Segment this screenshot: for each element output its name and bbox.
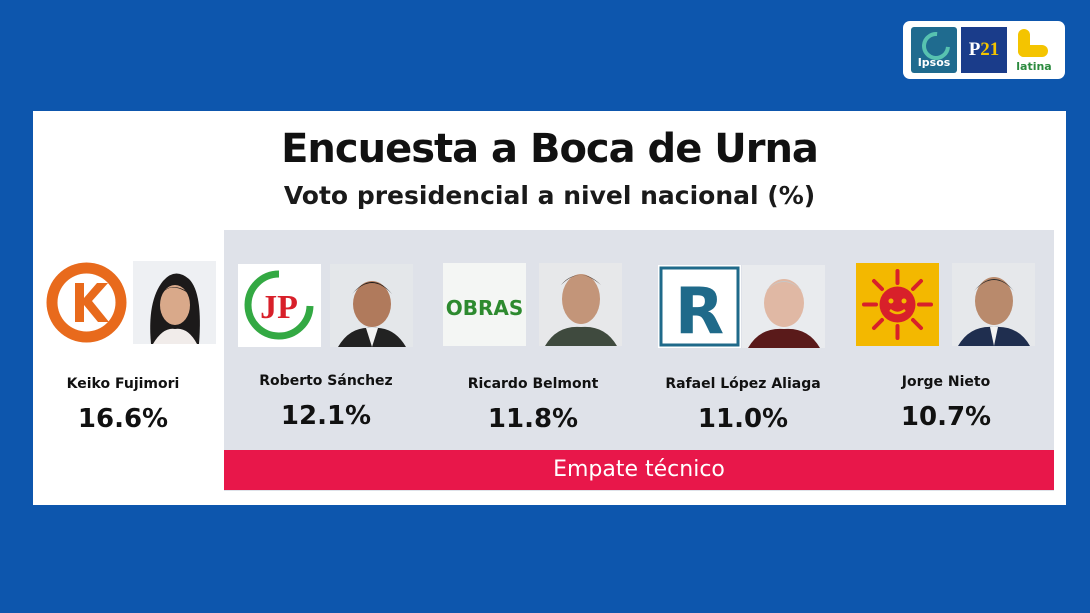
r-logo-text: R bbox=[675, 275, 724, 348]
candidate-percent: 11.0% bbox=[697, 404, 789, 434]
candidate-photo bbox=[330, 264, 413, 347]
candidate-percent: 16.6% bbox=[77, 404, 169, 434]
candidate-photo bbox=[952, 263, 1035, 346]
technical-tie-banner: Empate técnico bbox=[224, 450, 1054, 490]
candidate-name: Jorge Nieto bbox=[901, 374, 991, 390]
sponsor-logos: Ipsos P 21 latina bbox=[903, 21, 1065, 79]
r-logo-icon: R bbox=[658, 265, 741, 348]
candidate-name: Roberto Sánchez bbox=[259, 373, 393, 389]
latina-logo-label: latina bbox=[1016, 60, 1052, 73]
ipsos-logo: Ipsos bbox=[911, 27, 957, 73]
candidate-percent: 10.7% bbox=[900, 402, 992, 432]
candidate-percent: 12.1% bbox=[280, 401, 372, 431]
k-orange-circle-icon bbox=[45, 261, 128, 344]
page-subtitle: Voto presidencial a nivel nacional (%) bbox=[283, 181, 816, 210]
candidate-name: Keiko Fujimori bbox=[66, 376, 180, 392]
candidate-percent: 11.8% bbox=[487, 404, 579, 434]
results-panel: Encuesta a Boca de Urna Voto presidencia… bbox=[33, 111, 1066, 505]
obras-logo-text: OBRAS bbox=[446, 296, 524, 320]
candidate-name: Ricardo Belmont bbox=[467, 376, 599, 392]
ipsos-logo-label: Ipsos bbox=[917, 56, 951, 69]
candidate-photo bbox=[539, 263, 622, 346]
red-sun-icon bbox=[856, 263, 939, 346]
candidate-name: Rafael López Aliaga bbox=[665, 376, 821, 392]
candidate-photo bbox=[742, 265, 825, 348]
p21-logo: P 21 bbox=[961, 27, 1007, 73]
p21-logo-prefix: P bbox=[968, 39, 981, 60]
obras-logo-icon: OBRAS bbox=[443, 263, 526, 346]
jp-logo-icon: JP bbox=[238, 264, 321, 347]
p21-logo-number: 21 bbox=[980, 39, 1000, 60]
candidate-photo bbox=[133, 261, 216, 344]
latina-logo: latina bbox=[1011, 27, 1057, 73]
jp-logo-text: JP bbox=[260, 289, 298, 326]
page-title: Encuesta a Boca de Urna bbox=[281, 126, 819, 172]
